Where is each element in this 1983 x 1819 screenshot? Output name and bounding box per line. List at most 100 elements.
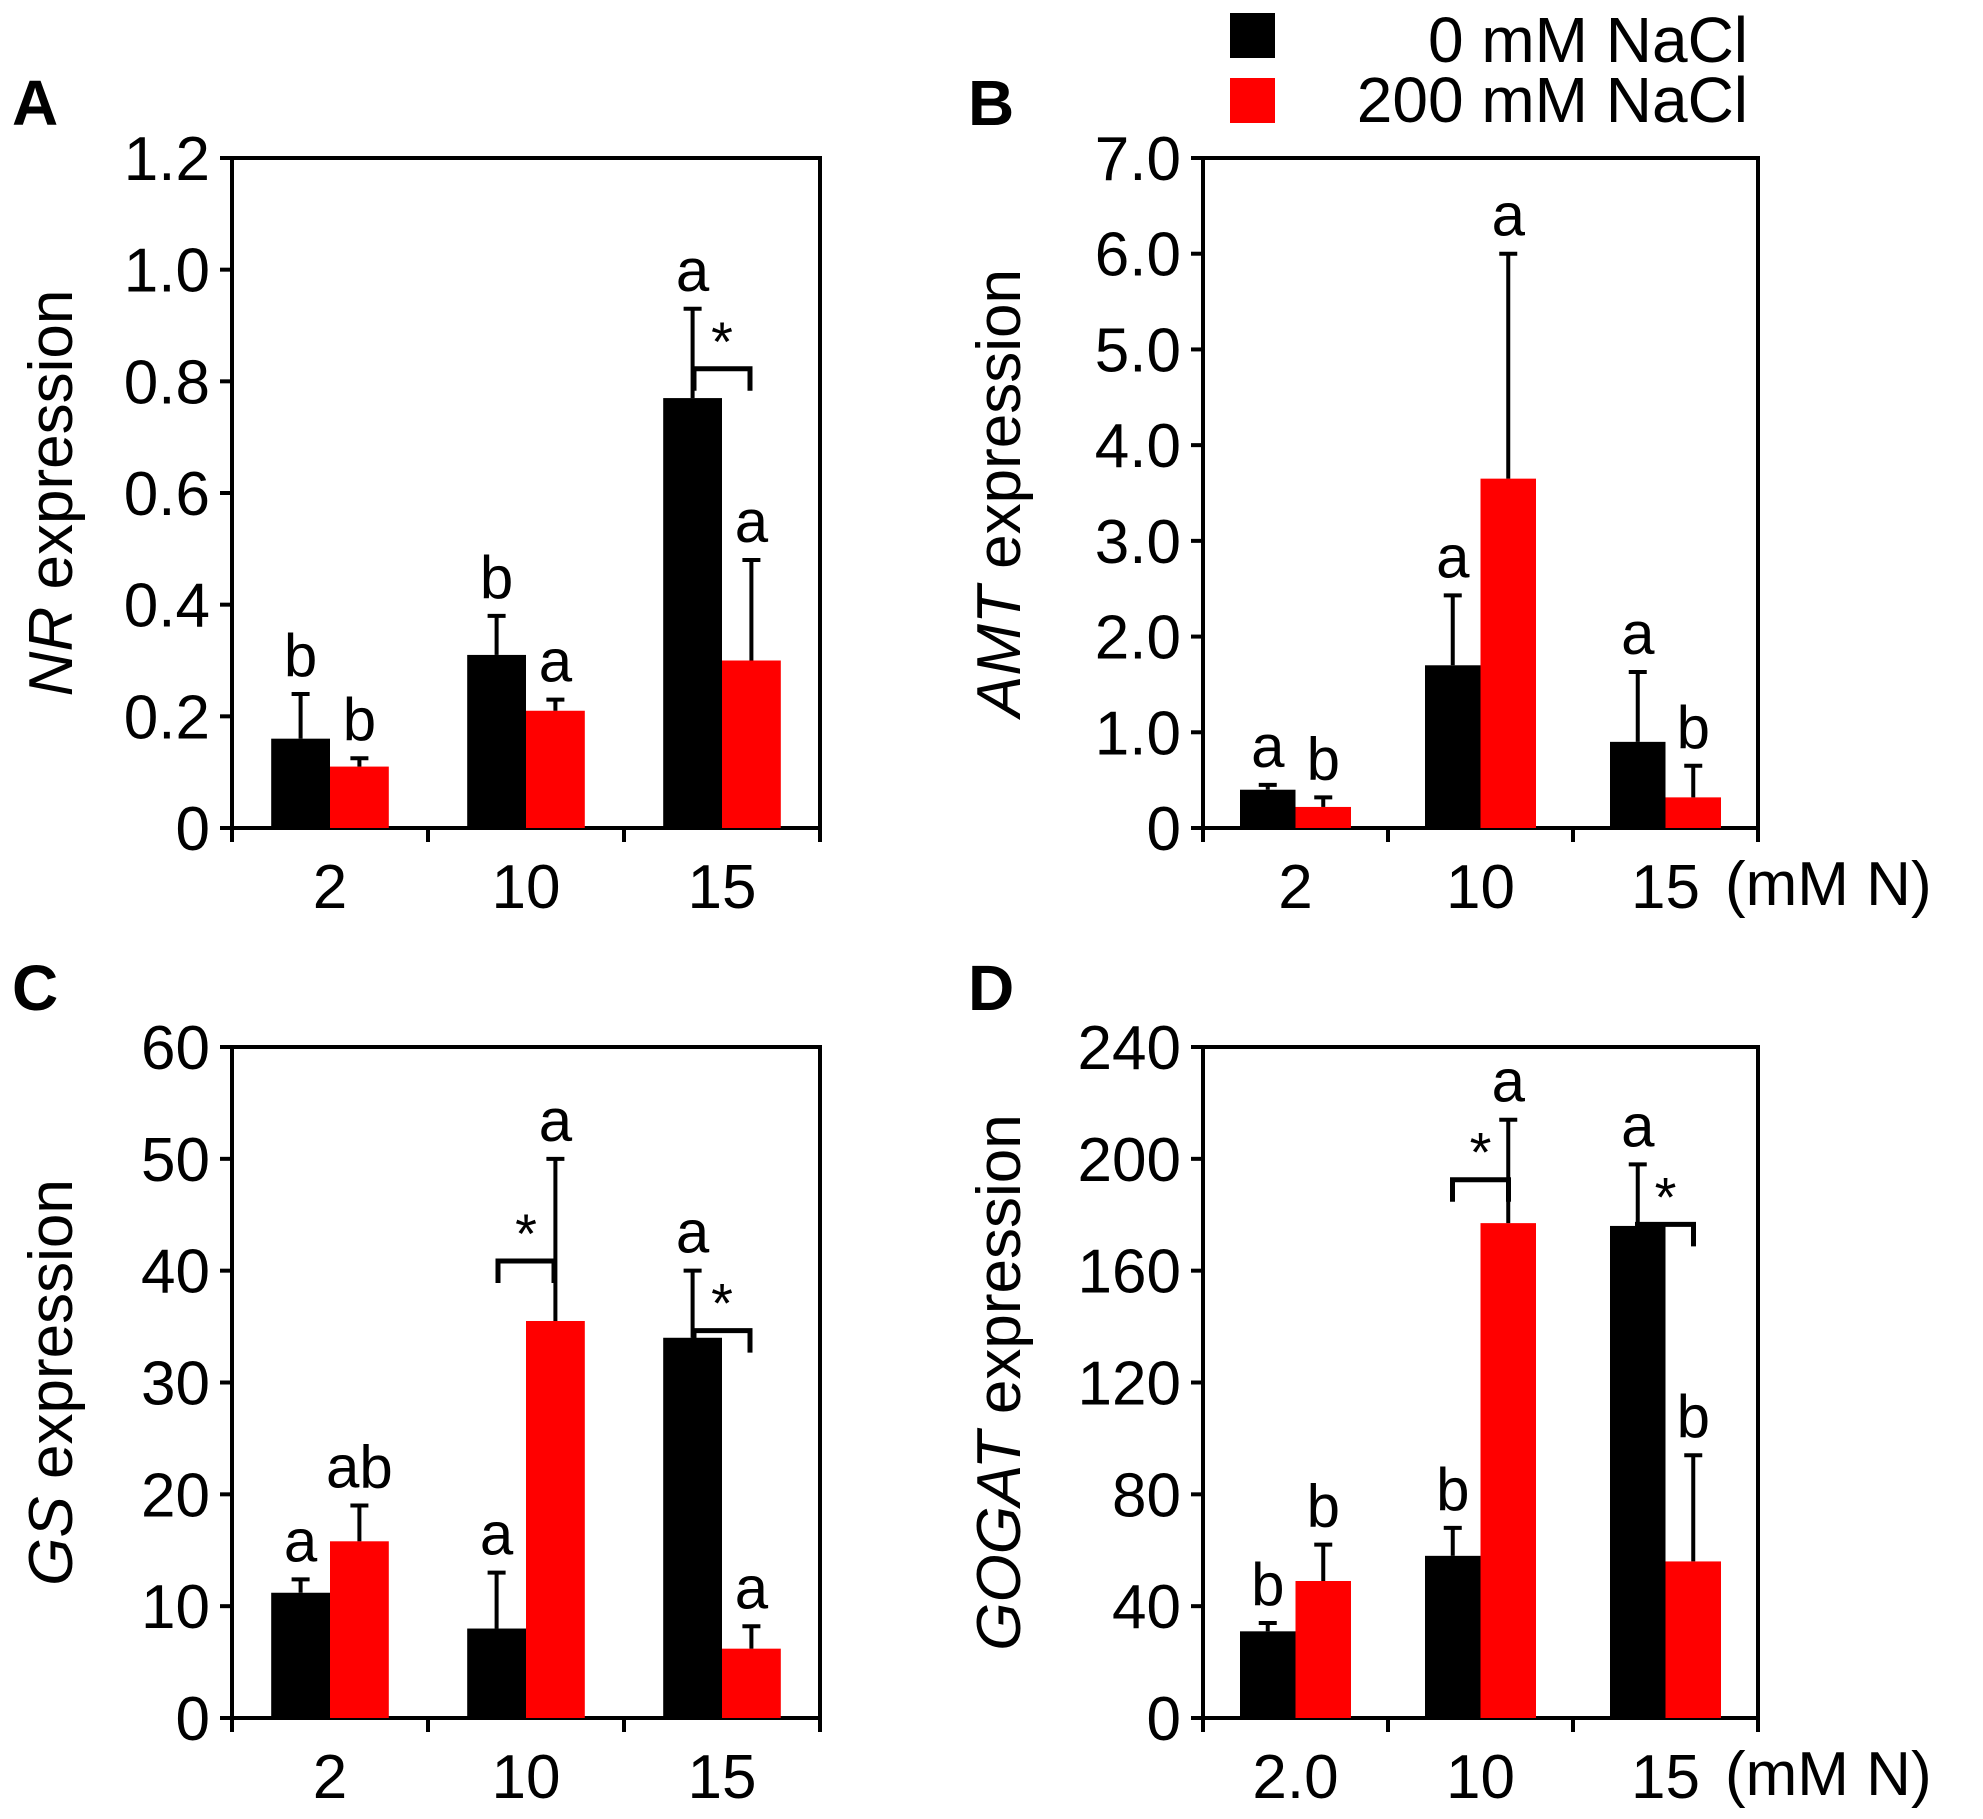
significance-letter: a xyxy=(539,628,573,695)
bar-control xyxy=(271,738,330,828)
y-tick-label: 160 xyxy=(1078,1238,1181,1307)
significance-bracket xyxy=(691,366,753,391)
significance-letter: b xyxy=(284,622,317,689)
bar-control xyxy=(1610,741,1666,828)
significance-letter: a xyxy=(284,1507,318,1574)
bar-salt xyxy=(1480,478,1536,828)
legend: 0 mM NaCl 200 mM NaCl xyxy=(1230,4,1748,136)
x-tick-label: 2 xyxy=(313,1743,347,1812)
significance-star: * xyxy=(711,310,733,373)
x-tick-label: 10 xyxy=(492,853,561,922)
y-axis-label: GOGAT expression xyxy=(965,1114,1034,1650)
x-unit-label: (mM N) xyxy=(1725,1740,1932,1809)
x-tick-label: 15 xyxy=(1631,1743,1700,1812)
significance-letter: a xyxy=(1251,713,1285,780)
significance-letter: a xyxy=(480,1501,514,1568)
bar-control xyxy=(467,1628,526,1718)
legend-swatch-salt xyxy=(1230,78,1275,123)
bar-salt xyxy=(1295,806,1351,828)
significance-bracket xyxy=(495,1258,557,1283)
y-tick-label: 10 xyxy=(141,1573,210,1642)
bar-salt xyxy=(330,766,389,828)
x-tick-label: 10 xyxy=(1446,1743,1515,1812)
legend-label-control: 0 mM NaCl xyxy=(1428,4,1748,76)
y-tick-label: 240 xyxy=(1078,1014,1181,1083)
x-tick-label: 2.0 xyxy=(1252,1743,1338,1812)
y-tick-label: 60 xyxy=(141,1014,210,1083)
y-tick-label: 0 xyxy=(1147,1685,1181,1754)
y-tick-label: 0.2 xyxy=(124,683,210,752)
x-tick-label: 2 xyxy=(313,853,347,922)
significance-star: * xyxy=(515,1202,537,1265)
y-axis-gene: GOGAT xyxy=(965,1427,1034,1650)
y-axis-suffix: expression xyxy=(17,290,86,607)
significance-letter: a xyxy=(735,488,769,555)
bar-control xyxy=(1425,1555,1481,1718)
significance-letter: a xyxy=(676,1199,710,1266)
y-tick-label: 6.0 xyxy=(1095,221,1181,290)
y-tick-label: 2.0 xyxy=(1095,604,1181,673)
bar-control xyxy=(663,398,722,828)
significance-letter: b xyxy=(1307,1473,1340,1540)
bar-control xyxy=(1610,1225,1666,1718)
y-tick-label: 4.0 xyxy=(1095,412,1181,481)
significance-letter: a xyxy=(1621,600,1655,667)
y-tick-label: 1.2 xyxy=(124,125,210,194)
x-tick-label: 2 xyxy=(1278,853,1312,922)
legend-label-salt: 200 mM NaCl xyxy=(1357,64,1748,136)
x-tick-label: 15 xyxy=(1631,853,1700,922)
y-tick-label: 80 xyxy=(1112,1461,1181,1530)
significance-letter: a xyxy=(735,1554,769,1621)
y-tick-label: 50 xyxy=(141,1126,210,1195)
y-tick-label: 0 xyxy=(176,1685,210,1754)
y-tick-label: 120 xyxy=(1078,1350,1181,1419)
significance-letter: a xyxy=(1492,182,1526,249)
y-tick-label: 30 xyxy=(141,1350,210,1419)
y-axis-gene: AMT xyxy=(965,582,1034,721)
significance-letter: a xyxy=(1492,1048,1526,1115)
legend-swatch-control xyxy=(1230,13,1275,58)
bar-salt xyxy=(526,1320,585,1718)
bar-salt xyxy=(722,660,781,828)
significance-letter: a xyxy=(676,237,710,304)
bar-salt xyxy=(330,1541,389,1718)
bar-salt xyxy=(1295,1581,1351,1718)
y-tick-label: 1.0 xyxy=(124,237,210,306)
panel-label: C xyxy=(12,952,58,1024)
significance-letter: a xyxy=(539,1087,573,1154)
y-axis-label: NR expression xyxy=(17,290,86,697)
y-tick-label: 0.6 xyxy=(124,460,210,529)
bar-control xyxy=(663,1337,722,1718)
y-tick-label: 40 xyxy=(141,1238,210,1307)
x-tick-label: 10 xyxy=(1446,853,1515,922)
significance-letter: a xyxy=(1436,523,1470,590)
y-tick-label: 0 xyxy=(176,795,210,864)
y-axis-gene: NR xyxy=(17,607,86,697)
x-tick-label: 15 xyxy=(688,1743,757,1812)
bar-salt xyxy=(722,1648,781,1718)
y-axis-suffix: expression xyxy=(17,1179,86,1496)
y-tick-label: 1.0 xyxy=(1095,699,1181,768)
significance-letter: b xyxy=(1436,1456,1469,1523)
panel-d: D 0 40 80 120 160 200 240 2.0 10 15 (mM N) GOGAT exp… xyxy=(965,952,1932,1812)
y-tick-label: 5.0 xyxy=(1095,316,1181,385)
y-tick-label: 200 xyxy=(1078,1126,1181,1195)
significance-letter: b xyxy=(1677,694,1710,761)
bar-control xyxy=(1240,789,1296,828)
y-tick-label: 40 xyxy=(1112,1573,1181,1642)
y-axis-label: AMT expression xyxy=(965,269,1034,721)
significance-letter: ab xyxy=(326,1434,393,1501)
significance-bracket xyxy=(1450,1177,1511,1202)
y-tick-label: 3.0 xyxy=(1095,508,1181,577)
panel-label: A xyxy=(12,67,58,139)
y-tick-label: 20 xyxy=(141,1461,210,1530)
significance-bracket xyxy=(691,1328,753,1353)
significance-star: * xyxy=(711,1272,733,1335)
bar-control xyxy=(271,1592,330,1718)
bar-salt xyxy=(1665,1561,1721,1718)
panel-b: B 0 1.0 2.0 3.0 4.0 5.0 6.0 7.0 2 10 15 (mM N) AMT ex… xyxy=(965,67,1932,922)
significance-star: * xyxy=(1655,1165,1677,1228)
